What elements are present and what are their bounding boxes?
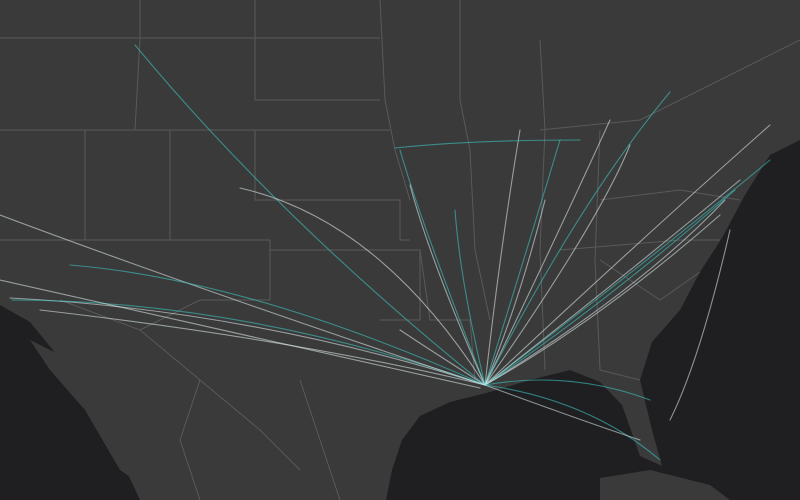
flight-path bbox=[484, 179, 741, 386]
flight-path bbox=[0, 214, 486, 386]
border bbox=[0, 130, 410, 250]
flight-path bbox=[484, 144, 631, 386]
flight-path bbox=[484, 91, 671, 386]
flight-path bbox=[484, 119, 611, 386]
flight-paths bbox=[0, 44, 771, 461]
flight-path bbox=[239, 187, 486, 386]
flight-path bbox=[409, 184, 486, 386]
flight-path bbox=[669, 229, 731, 421]
flight-path bbox=[484, 384, 641, 441]
flight-path bbox=[484, 199, 546, 386]
cuba bbox=[600, 470, 730, 500]
flight-path bbox=[69, 264, 486, 386]
flight-path bbox=[399, 329, 486, 386]
flight-path bbox=[11, 299, 486, 386]
flight-path bbox=[134, 44, 486, 386]
flight-path bbox=[484, 199, 726, 386]
flight-path bbox=[454, 209, 486, 386]
border bbox=[379, 0, 601, 371]
border bbox=[59, 299, 341, 500]
border bbox=[0, 0, 390, 131]
flight-path bbox=[484, 159, 771, 386]
flight-path bbox=[39, 309, 486, 386]
baja-peninsula bbox=[30, 340, 135, 480]
flight-path bbox=[394, 139, 581, 149]
flight-path bbox=[484, 139, 561, 386]
flight-path bbox=[484, 384, 661, 461]
flight-path bbox=[484, 379, 651, 401]
flight-path bbox=[484, 124, 771, 386]
flight-path bbox=[399, 149, 486, 386]
flight-path bbox=[484, 189, 736, 386]
flight-path bbox=[9, 297, 486, 386]
flight-path bbox=[484, 129, 521, 386]
flight-path bbox=[0, 279, 481, 389]
flight-path bbox=[484, 214, 721, 386]
border bbox=[539, 39, 800, 381]
